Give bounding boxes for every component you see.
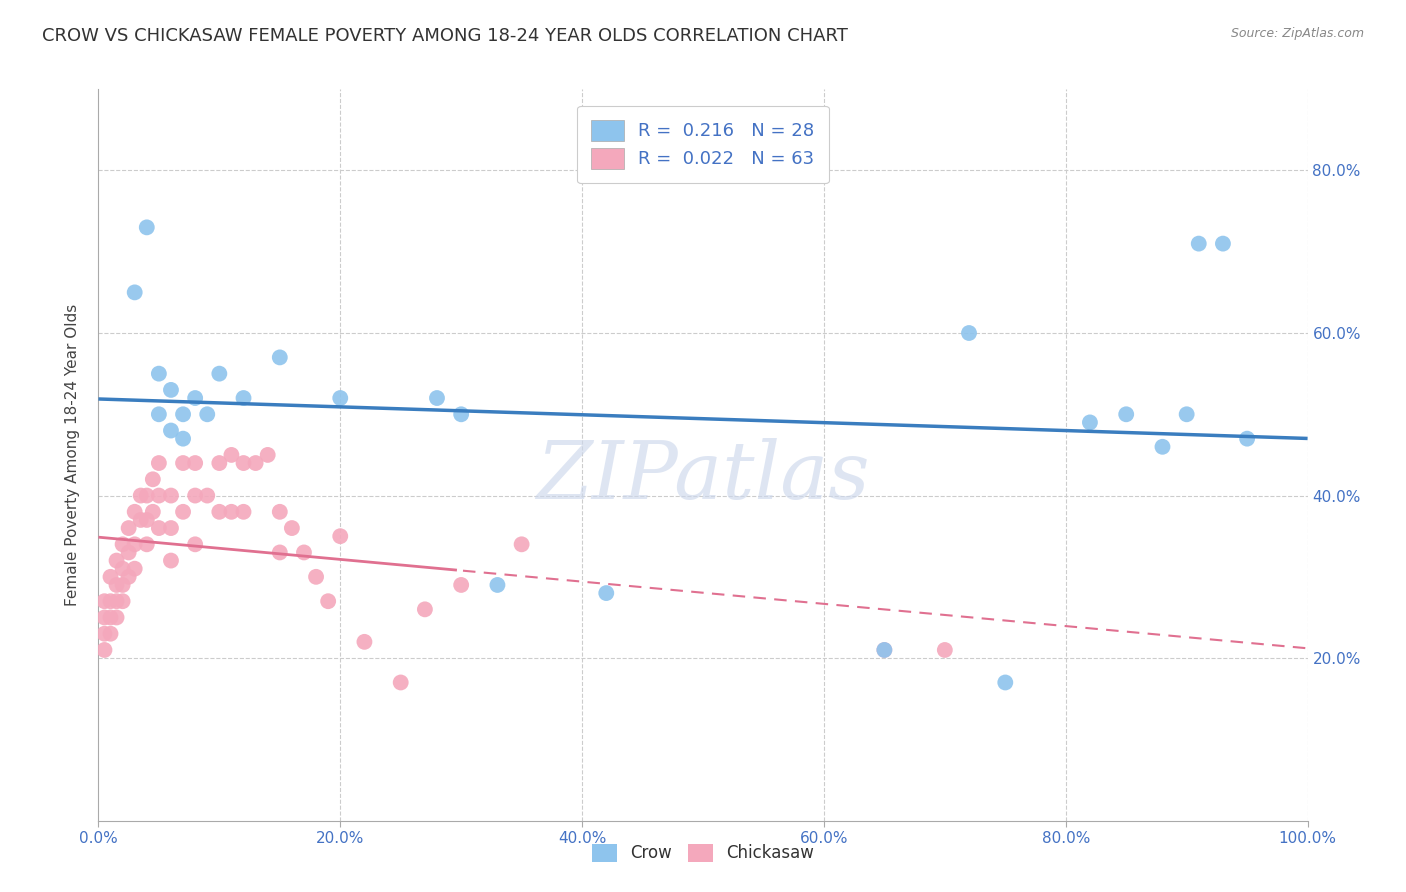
Point <box>221 505 243 519</box>
Point <box>184 489 207 503</box>
Point <box>105 578 128 592</box>
Point <box>148 521 170 535</box>
Point <box>172 407 194 421</box>
Point <box>269 505 291 519</box>
Point <box>934 643 956 657</box>
Text: CROW VS CHICKASAW FEMALE POVERTY AMONG 18-24 YEAR OLDS CORRELATION CHART: CROW VS CHICKASAW FEMALE POVERTY AMONG 1… <box>42 27 848 45</box>
Y-axis label: Female Poverty Among 18-24 Year Olds: Female Poverty Among 18-24 Year Olds <box>65 304 80 606</box>
Point <box>595 586 617 600</box>
Point <box>129 513 152 527</box>
Point <box>486 578 509 592</box>
Point <box>93 610 115 624</box>
Point <box>873 643 896 657</box>
Point <box>118 545 141 559</box>
Point <box>195 407 218 421</box>
Point <box>135 513 157 527</box>
Point <box>510 537 533 551</box>
Point <box>269 545 291 559</box>
Point <box>124 562 146 576</box>
Point <box>160 521 183 535</box>
Point <box>135 220 157 235</box>
Point <box>118 521 141 535</box>
Point <box>232 456 254 470</box>
Point <box>118 570 141 584</box>
Point <box>1175 407 1198 421</box>
Point <box>148 489 170 503</box>
Point <box>232 391 254 405</box>
Point <box>93 643 115 657</box>
Point <box>135 489 157 503</box>
Point <box>281 521 304 535</box>
Point <box>269 351 291 365</box>
Point <box>184 537 207 551</box>
Point <box>256 448 278 462</box>
Point <box>148 367 170 381</box>
Point <box>1236 432 1258 446</box>
Point <box>873 643 896 657</box>
Point <box>100 610 122 624</box>
Point <box>100 570 122 584</box>
Point <box>148 407 170 421</box>
Point <box>160 383 183 397</box>
Point <box>329 529 352 543</box>
Point <box>232 505 254 519</box>
Point <box>413 602 436 616</box>
Point <box>100 594 122 608</box>
Point <box>389 675 412 690</box>
Point <box>208 505 231 519</box>
Point <box>172 505 194 519</box>
Point <box>426 391 449 405</box>
Point <box>93 594 115 608</box>
Point <box>221 448 243 462</box>
Point <box>957 326 980 340</box>
Legend: Crow, Chickasaw: Crow, Chickasaw <box>583 836 823 871</box>
Point <box>124 285 146 300</box>
Point <box>245 456 267 470</box>
Text: ZIPatlas: ZIPatlas <box>536 438 870 516</box>
Point <box>1188 236 1211 251</box>
Point <box>208 367 231 381</box>
Point <box>1078 416 1101 430</box>
Point <box>160 553 183 567</box>
Point <box>184 391 207 405</box>
Point <box>124 537 146 551</box>
Point <box>208 456 231 470</box>
Point <box>129 489 152 503</box>
Point <box>184 456 207 470</box>
Point <box>142 505 165 519</box>
Point <box>111 537 134 551</box>
Point <box>111 578 134 592</box>
Point <box>316 594 339 608</box>
Point <box>105 553 128 567</box>
Point <box>105 610 128 624</box>
Point <box>148 456 170 470</box>
Point <box>1152 440 1174 454</box>
Text: Source: ZipAtlas.com: Source: ZipAtlas.com <box>1230 27 1364 40</box>
Point <box>93 626 115 640</box>
Point <box>195 489 218 503</box>
Point <box>160 424 183 438</box>
Point <box>111 562 134 576</box>
Point <box>994 675 1017 690</box>
Point <box>353 635 375 649</box>
Point <box>329 391 352 405</box>
Point <box>124 505 146 519</box>
Point <box>135 537 157 551</box>
Point <box>305 570 328 584</box>
Point <box>105 594 128 608</box>
Point <box>1115 407 1137 421</box>
Point <box>450 407 472 421</box>
Point <box>111 594 134 608</box>
Point <box>172 432 194 446</box>
Point <box>160 489 183 503</box>
Point <box>142 472 165 486</box>
Point <box>450 578 472 592</box>
Point <box>100 626 122 640</box>
Point <box>292 545 315 559</box>
Point <box>1212 236 1234 251</box>
Point <box>172 456 194 470</box>
